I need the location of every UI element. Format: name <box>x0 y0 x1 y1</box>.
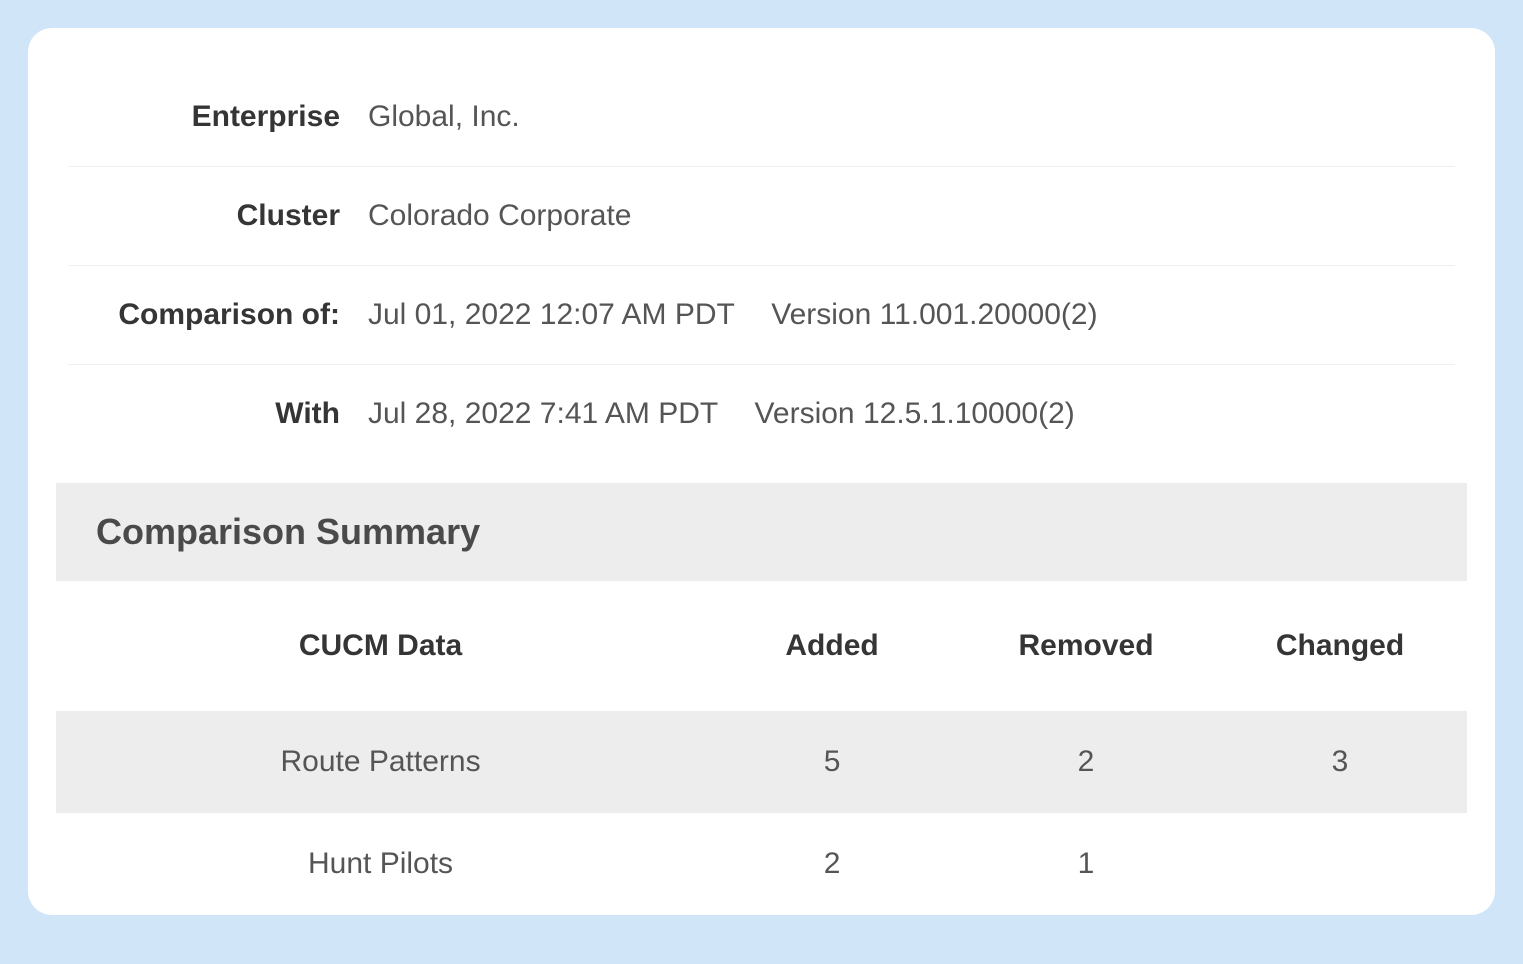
cluster-label: Cluster <box>68 199 368 233</box>
col-header-removed: Removed <box>959 581 1213 711</box>
cell-removed: 2 <box>959 711 1213 813</box>
comparison-of-timestamp: Jul 01, 2022 12:07 AM PDT <box>368 298 735 332</box>
table-row: Hunt Pilots 2 1 <box>56 813 1467 915</box>
with-version: Version 12.5.1.10000(2) <box>755 397 1075 431</box>
comparison-of-row: Comparison of: Jul 01, 2022 12:07 AM PDT… <box>68 266 1455 365</box>
enterprise-value: Global, Inc. <box>368 100 520 134</box>
cell-added: 2 <box>705 813 959 915</box>
summary-table: CUCM Data Added Removed Changed Route Pa… <box>56 581 1467 915</box>
comparison-of-value: Jul 01, 2022 12:07 AM PDT Version 11.001… <box>368 298 1126 332</box>
cell-changed <box>1213 813 1467 915</box>
cell-data: Hunt Pilots <box>56 813 705 915</box>
cell-changed: 3 <box>1213 711 1467 813</box>
enterprise-label: Enterprise <box>68 100 368 134</box>
cell-added: 5 <box>705 711 959 813</box>
col-header-added: Added <box>705 581 959 711</box>
comparison-of-version: Version 11.001.20000(2) <box>771 298 1097 332</box>
table-row: Route Patterns 5 2 3 <box>56 711 1467 813</box>
with-row: With Jul 28, 2022 7:41 AM PDT Version 12… <box>68 365 1455 463</box>
summary-header-row: CUCM Data Added Removed Changed <box>56 581 1467 711</box>
cluster-value: Colorado Corporate <box>368 199 631 233</box>
cell-data: Route Patterns <box>56 711 705 813</box>
cluster-row: Cluster Colorado Corporate <box>68 167 1455 266</box>
comparison-of-label: Comparison of: <box>68 298 368 332</box>
cell-removed: 1 <box>959 813 1213 915</box>
summary-title: Comparison Summary <box>56 483 1467 581</box>
col-header-data: CUCM Data <box>56 581 705 711</box>
enterprise-row: Enterprise Global, Inc. <box>68 68 1455 167</box>
with-value: Jul 28, 2022 7:41 AM PDT Version 12.5.1.… <box>368 397 1103 431</box>
with-timestamp: Jul 28, 2022 7:41 AM PDT <box>368 397 718 431</box>
comparison-card: Enterprise Global, Inc. Cluster Colorado… <box>28 28 1495 915</box>
col-header-changed: Changed <box>1213 581 1467 711</box>
with-label: With <box>68 397 368 431</box>
